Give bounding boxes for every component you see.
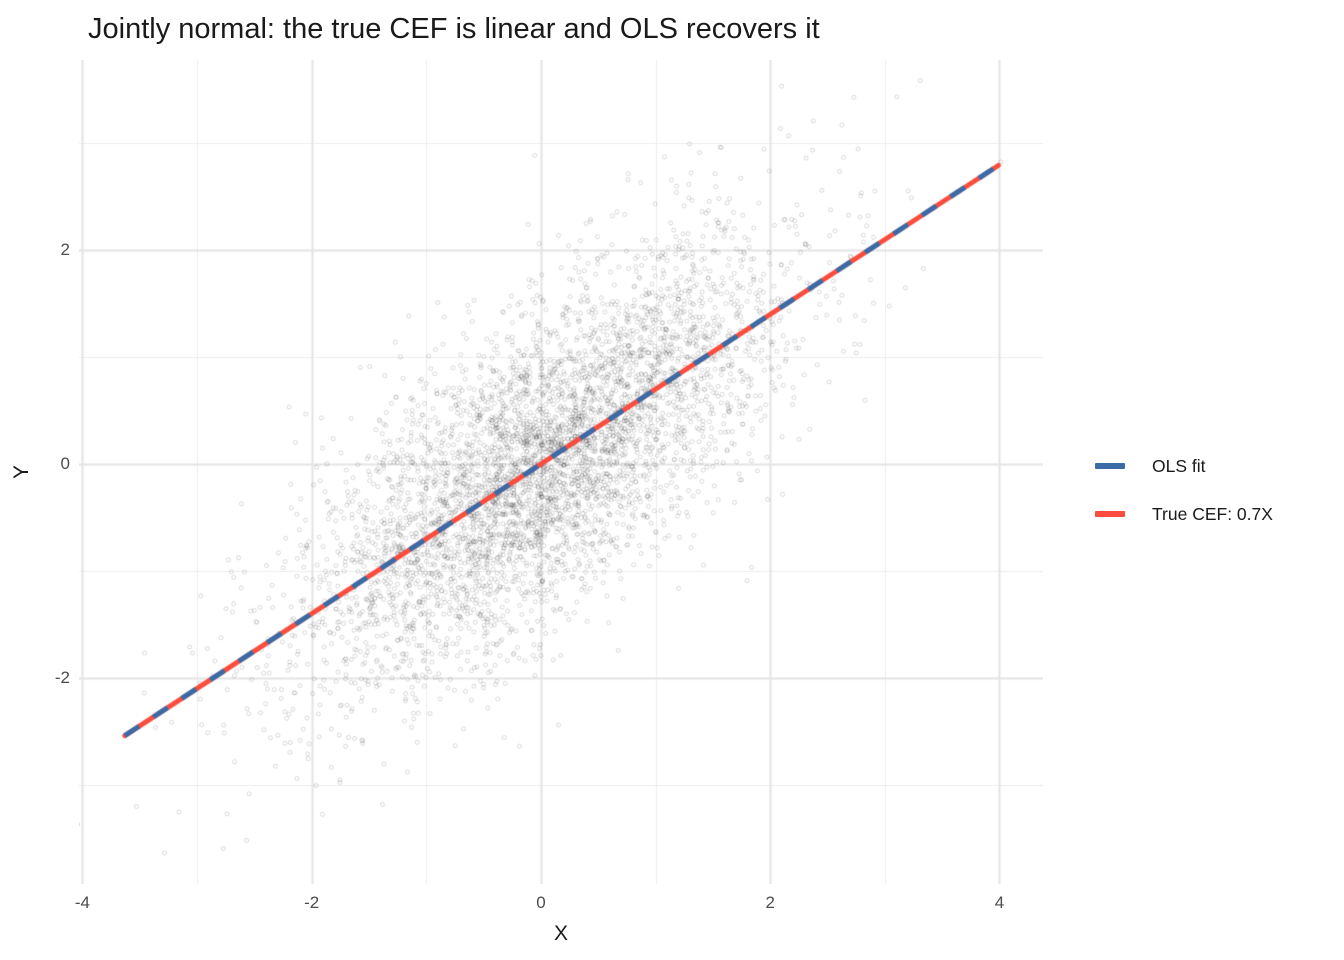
legend-item-ols-fit: OLS fit — [1095, 452, 1273, 480]
chart-title: Jointly normal: the true CEF is linear a… — [88, 13, 820, 45]
legend-label-true-cef: True CEF: 0.7X — [1152, 503, 1273, 524]
x-tick-label: 2 — [765, 893, 775, 912]
legend-label-ols-fit: OLS fit — [1152, 455, 1206, 476]
legend: OLS fit True CEF: 0.7X — [1095, 452, 1273, 548]
legend-item-true-cef: True CEF: 0.7X — [1095, 500, 1273, 528]
x-tick-label: -2 — [304, 893, 320, 912]
y-tick-label: -2 — [54, 667, 70, 687]
y-tick-label: 2 — [60, 240, 70, 260]
x-tick-label: -4 — [74, 893, 90, 912]
y-tick-label: 0 — [60, 453, 70, 473]
x-tick-label: 0 — [536, 893, 546, 912]
x-axis-title: X — [553, 922, 569, 945]
chart-canvas — [79, 60, 1043, 884]
y-axis-title: Y — [10, 464, 33, 480]
true-cef-dash-key-icon — [1095, 511, 1125, 517]
x-tick-label: 4 — [994, 893, 1005, 912]
ols-fit-dash-key-icon — [1095, 463, 1125, 469]
plot-panel — [79, 60, 1043, 884]
